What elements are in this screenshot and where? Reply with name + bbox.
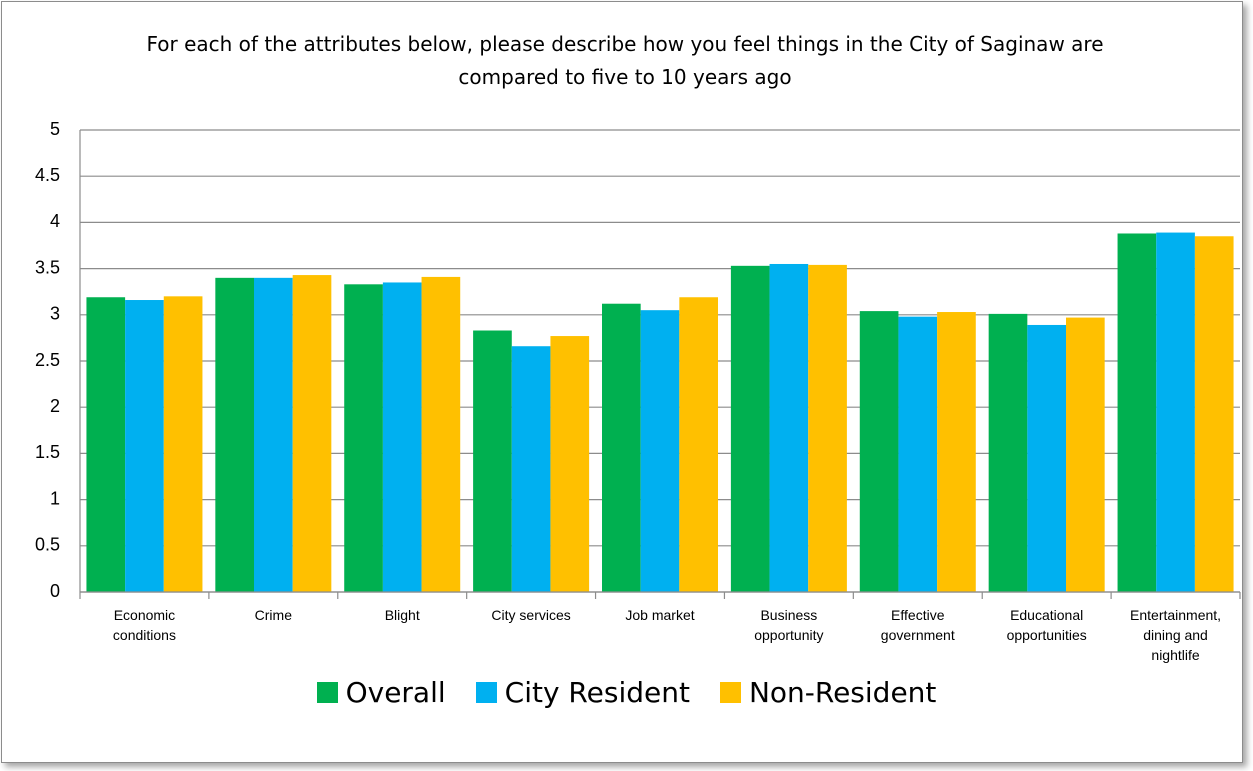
x-tick-label: Economic conditions — [112, 607, 176, 643]
bar — [292, 275, 332, 592]
bar — [125, 300, 164, 592]
x-tick-label: Blight — [384, 607, 420, 623]
y-tick-label: 0 — [50, 581, 60, 601]
bar — [511, 346, 551, 592]
y-tick-label: 3.5 — [35, 257, 60, 277]
legend-item: Overall — [316, 676, 446, 709]
bar — [421, 276, 461, 592]
bar — [898, 316, 938, 592]
bar — [215, 277, 254, 592]
legend-label: City Resident — [504, 676, 690, 709]
y-tick-label: 2.5 — [35, 350, 60, 370]
y-tick-label: 1 — [50, 488, 60, 508]
bar — [1156, 232, 1195, 592]
legend-swatch — [316, 682, 338, 703]
bar — [1066, 317, 1105, 592]
y-tick-label: 2 — [50, 396, 60, 416]
legend-item: Non-Resident — [719, 676, 937, 709]
legend-label: Overall — [345, 676, 446, 709]
bar — [602, 303, 641, 592]
x-tick-label: Entertainment, dining and nightlife — [1130, 607, 1222, 663]
bar — [988, 313, 1028, 592]
x-tick-label: Business opportunity — [754, 607, 824, 643]
bar — [859, 311, 899, 592]
bar — [163, 296, 203, 592]
x-tick-label: City services — [491, 607, 571, 623]
y-tick-label: 1.5 — [35, 442, 60, 462]
bar — [679, 297, 718, 592]
bar — [808, 264, 847, 592]
legend-swatch — [719, 682, 741, 703]
bar — [640, 310, 680, 592]
bar — [769, 263, 809, 592]
bar — [254, 277, 293, 592]
bar — [86, 297, 126, 592]
legend-item: City Resident — [475, 676, 690, 709]
bar — [1194, 236, 1234, 592]
x-tick-label: Educational opportunities — [1006, 607, 1087, 643]
x-tick-label: Job market — [625, 607, 695, 623]
bar — [550, 336, 590, 592]
x-tick-label: Effective government — [880, 607, 955, 643]
bar — [473, 330, 512, 592]
bar — [382, 282, 422, 592]
y-tick-label: 4 — [50, 211, 60, 231]
legend: Overall City Resident Non-Resident — [0, 676, 1253, 709]
y-tick-label: 3 — [50, 304, 60, 324]
x-tick-label: Crime — [254, 607, 292, 623]
bar — [937, 312, 976, 592]
y-tick-label: 4.5 — [35, 165, 60, 185]
y-tick-label: 0.5 — [35, 535, 60, 555]
bar — [730, 265, 770, 592]
legend-label: Non-Resident — [748, 676, 937, 709]
bar — [1117, 233, 1157, 592]
chart-title: For each of the attributes below, please… — [146, 32, 1104, 89]
bar — [1027, 324, 1066, 592]
y-tick-label: 5 — [50, 119, 60, 139]
bar — [344, 284, 383, 592]
legend-swatch — [475, 682, 497, 703]
